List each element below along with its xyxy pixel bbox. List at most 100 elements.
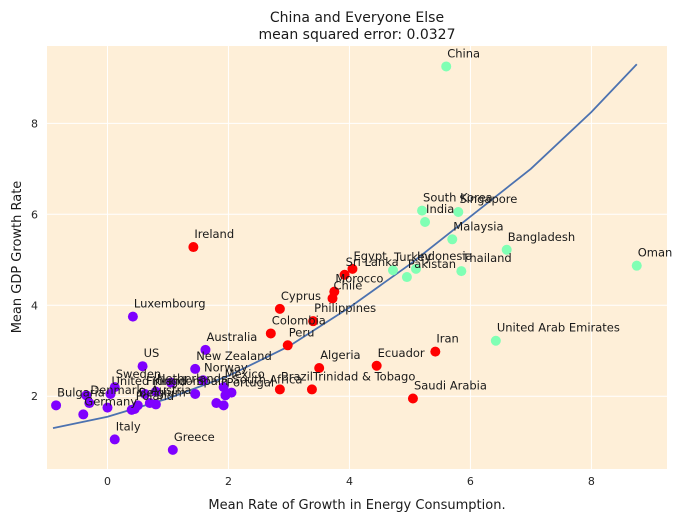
point-label: United Arab Emirates: [497, 321, 620, 335]
point-label: Trinidad & Tobago: [312, 369, 415, 383]
data-point: [200, 344, 211, 355]
x-axis-label: Mean Rate of Growth in Energy Consumptio…: [208, 498, 505, 513]
data-point: [501, 244, 512, 255]
point-label: Peru: [289, 325, 315, 339]
data-point: [420, 217, 431, 228]
point-label: Sweden: [116, 367, 161, 381]
point-label: Sri Lanka: [346, 255, 399, 269]
data-points: [51, 61, 642, 455]
data-point: [490, 335, 501, 346]
point-label: Italy: [116, 419, 141, 433]
data-point: [167, 444, 178, 455]
data-point: [84, 398, 95, 409]
point-label: South Africa: [232, 373, 302, 387]
data-point: [166, 377, 176, 388]
data-point: [105, 388, 116, 399]
data-point: [218, 382, 229, 393]
point-label: India: [426, 202, 454, 216]
data-point: [387, 265, 398, 276]
data-point: [198, 375, 209, 386]
point-label: Egypt: [353, 249, 387, 263]
data-point: [417, 205, 428, 216]
data-point: [347, 263, 358, 274]
data-point: [339, 269, 350, 280]
x-tick-label: 2: [225, 475, 232, 488]
data-point: [102, 402, 113, 413]
data-point: [139, 388, 150, 399]
data-point: [308, 316, 319, 327]
point-label: United Kingdom: [112, 374, 204, 388]
y-tick-label: 4: [31, 299, 38, 312]
chart-subtitle: mean squared error: 0.0327: [259, 27, 456, 43]
data-point: [456, 266, 467, 277]
data-point: [265, 328, 276, 339]
data-point: [127, 311, 138, 322]
x-tick-label: 6: [467, 475, 474, 488]
data-point: [371, 360, 382, 371]
data-point: [129, 403, 140, 414]
x-tick-label: 0: [104, 475, 111, 488]
data-point: [282, 340, 293, 351]
data-point: [401, 272, 412, 283]
data-point: [188, 242, 199, 253]
point-label: Denmark: [90, 383, 143, 397]
data-point: [314, 363, 325, 374]
point-label: Finland: [146, 374, 187, 388]
tick-labels: 0 2 4 6 8 2 4 6 8: [31, 117, 595, 488]
point-label: Singapore: [459, 192, 517, 206]
y-tick-label: 8: [31, 117, 38, 130]
point-label: Norway: [204, 360, 248, 374]
data-point: [150, 386, 161, 397]
y-axis-label: Mean GDP Growth Rate: [10, 181, 25, 334]
data-point: [631, 260, 642, 271]
point-label: Malaysia: [453, 219, 503, 233]
point-label: Chile: [334, 278, 363, 292]
point-label: Bangladesh: [508, 230, 575, 244]
point-label: China: [447, 46, 480, 60]
point-label: Colombia: [272, 313, 326, 327]
data-point: [410, 263, 421, 274]
data-point: [51, 400, 62, 411]
point-label: Spain: [196, 374, 228, 388]
data-point: [274, 384, 285, 395]
data-point: [81, 390, 92, 401]
data-point: [447, 234, 458, 245]
point-label: Ecuador: [378, 346, 425, 360]
point-label: Saudi Arabia: [414, 379, 487, 393]
point-label: Greece: [174, 430, 215, 444]
point-label: Luxembourg: [134, 297, 206, 311]
point-label: US: [144, 346, 160, 360]
data-point: [190, 363, 201, 374]
data-point: [306, 384, 317, 395]
data-point: [327, 293, 338, 304]
point-label: Iran: [436, 332, 458, 346]
data-point: [430, 346, 441, 357]
point-label: Oman: [638, 246, 673, 260]
data-point: [144, 398, 155, 409]
point-label: Germany: [84, 394, 137, 408]
point-label: Bulgaria: [57, 385, 105, 399]
grid-lines: [47, 46, 667, 469]
point-label: Morocco: [335, 272, 383, 286]
point-label: Austria: [151, 383, 192, 397]
point-label: New Zealand: [196, 349, 272, 363]
data-point: [109, 434, 120, 445]
chart-title: China and Everyone Else: [270, 10, 444, 26]
point-label: Pakistan: [408, 257, 456, 271]
data-point: [441, 61, 452, 72]
y-tick-label: 2: [31, 390, 38, 403]
y-tick-label: 6: [31, 208, 38, 221]
point-label: Poland: [136, 389, 174, 403]
point-label: Indonesia: [417, 249, 473, 263]
data-point: [453, 207, 464, 218]
point-label: Turkey: [393, 250, 432, 264]
point-label: Brazil: [281, 369, 313, 383]
point-label: Mexico: [225, 367, 265, 381]
data-point: [78, 409, 89, 420]
data-point: [218, 400, 229, 411]
data-point: [137, 361, 148, 372]
point-label: Ireland: [194, 227, 234, 241]
point-label: Philippines: [314, 301, 376, 315]
